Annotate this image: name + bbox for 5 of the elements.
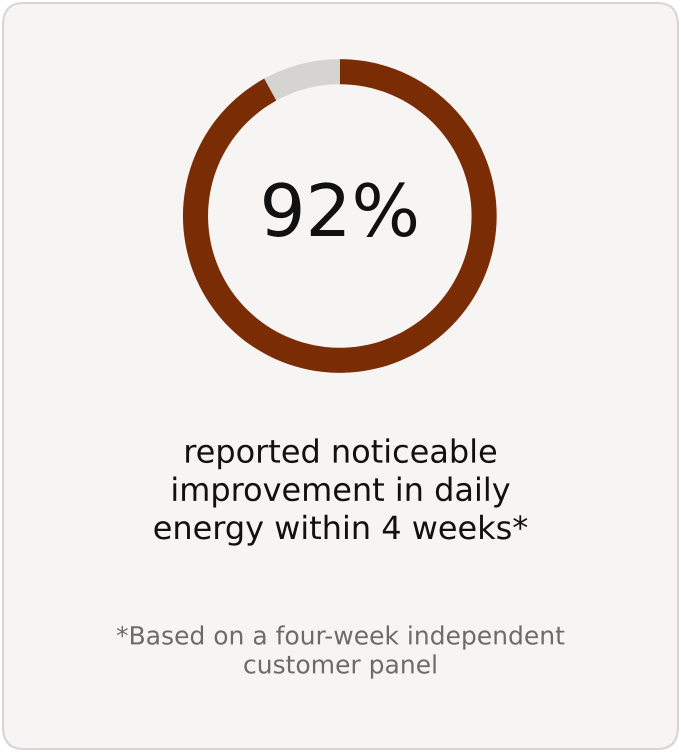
text: reported noticeable improvement in daily energy within 4 weeks*	[154, 438, 528, 546]
donut-slice	[264, 59, 340, 101]
donut-slice	[182, 59, 497, 373]
text: *Based on a four-week independent customer panel	[116, 625, 564, 679]
text: 92%	[264, 182, 416, 237]
